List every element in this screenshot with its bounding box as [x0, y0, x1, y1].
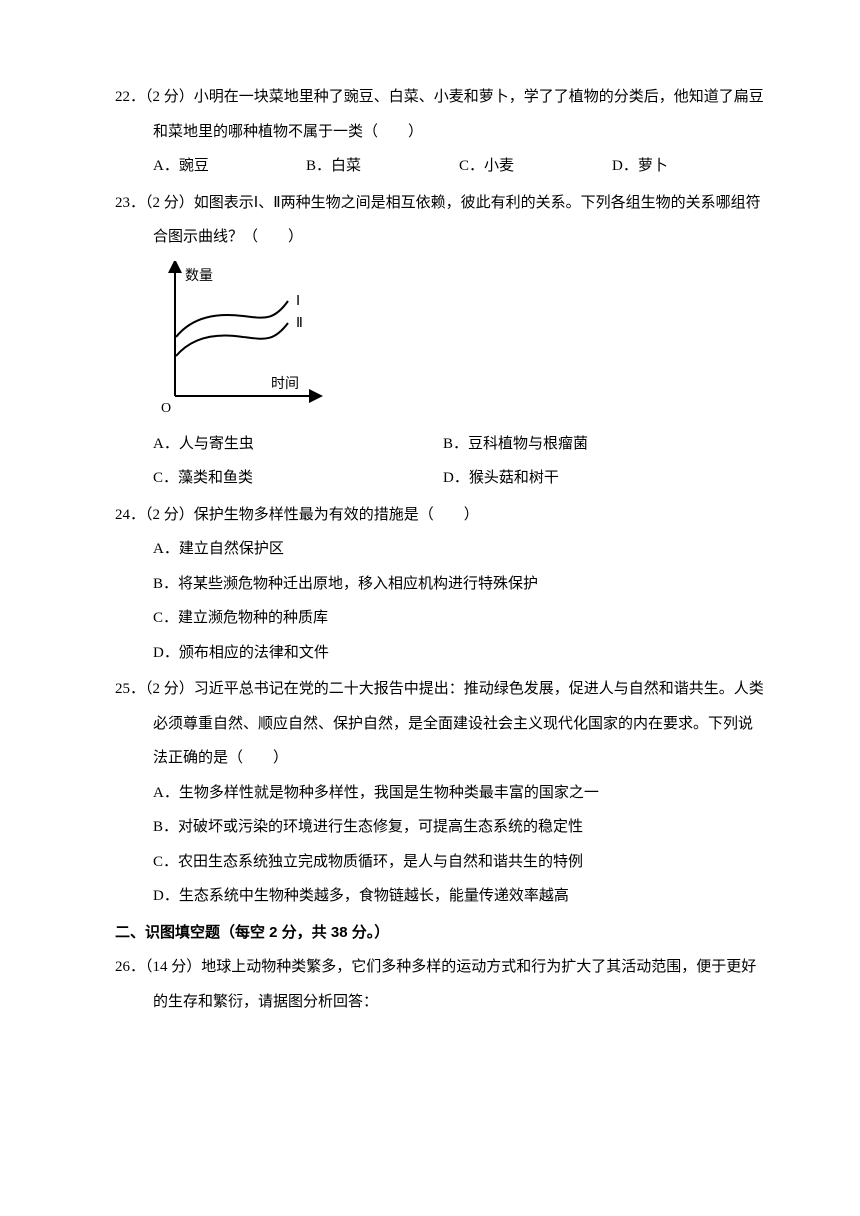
- question-23: 23．（2 分）如图表示Ⅰ、Ⅱ两种生物之间是相互依赖，彼此有利的关系。下列各组生…: [115, 186, 765, 496]
- question-number: 22: [115, 89, 130, 105]
- option-text: 小麦: [484, 158, 514, 174]
- option-text: 豆科植物与根瘤菌: [468, 436, 588, 452]
- options-row: A．人与寄生虫 B．豆科植物与根瘤菌: [115, 427, 765, 462]
- svg-text:数量: 数量: [185, 268, 213, 284]
- question-text: 如图表示Ⅰ、Ⅱ两种生物之间是相互依赖，彼此有利的关系。下列各组生物的关系哪组符合…: [153, 195, 761, 246]
- option-d: D．萝卜: [612, 149, 765, 184]
- option-text: 白菜: [331, 158, 361, 174]
- relation-graph: Ⅰ Ⅱ 数量时间 O: [153, 261, 328, 421]
- option-c: C．藻类和鱼类: [153, 461, 443, 496]
- options-row: A．豌豆 B．白菜 C．小麦 D．萝卜: [115, 149, 765, 184]
- question-text: 地球上动物种类繁多，它们多种多样的运动方式和行为扩大了其活动范围，便于更好的生存…: [153, 959, 756, 1010]
- option-text: 藻类和鱼类: [178, 470, 253, 486]
- option-b: B．将某些濒危物种迁出原地，移入相应机构进行特殊保护: [153, 567, 765, 602]
- question-number: 26: [115, 959, 130, 975]
- question-points: （2 分）: [145, 681, 194, 697]
- option-text: 将某些濒危物种迁出原地，移入相应机构进行特殊保护: [178, 576, 538, 592]
- question-points: （2 分）: [145, 507, 194, 523]
- option-text: 颁布相应的法律和文件: [179, 645, 329, 661]
- option-a: A．人与寄生虫: [153, 427, 443, 462]
- option-a: A．生物多样性就是物种多样性，我国是生物种类最丰富的国家之一: [153, 776, 765, 811]
- question-stem: 25．（2 分）习近平总书记在党的二十大报告中提出：推动绿色发展，促进人与自然和…: [115, 672, 765, 776]
- option-d: D．猴头菇和树干: [443, 461, 733, 496]
- option-b: B．豆科植物与根瘤菌: [443, 427, 733, 462]
- option-text: 建立濒危物种的种质库: [178, 610, 328, 626]
- svg-text:Ⅰ: Ⅰ: [296, 294, 300, 309]
- option-text: 生态系统中生物种类越多，食物链越长，能量传递效率越高: [179, 888, 569, 904]
- option-c: C．小麦: [459, 149, 612, 184]
- options-row: C．藻类和鱼类 D．猴头菇和树干: [115, 461, 765, 496]
- section-header: 二、识图填空题（每空 2 分，共 38 分。）: [115, 916, 765, 951]
- question-stem: 26．（14 分）地球上动物种类繁多，它们多种多样的运动方式和行为扩大了其活动范…: [115, 950, 765, 1019]
- option-text: 生物多样性就是物种多样性，我国是生物种类最丰富的国家之一: [179, 785, 599, 801]
- option-text: 建立自然保护区: [179, 541, 284, 557]
- option-a: A．建立自然保护区: [153, 532, 765, 567]
- option-d: D．生态系统中生物种类越多，食物链越长，能量传递效率越高: [153, 879, 765, 914]
- option-text: 农田生态系统独立完成物质循环，是人与自然和谐共生的特例: [178, 854, 583, 870]
- option-c: C．建立濒危物种的种质库: [153, 601, 765, 636]
- question-26: 26．（14 分）地球上动物种类繁多，它们多种多样的运动方式和行为扩大了其活动范…: [115, 950, 765, 1019]
- options-col: A．生物多样性就是物种多样性，我国是生物种类最丰富的国家之一 B．对破坏或污染的…: [115, 776, 765, 914]
- svg-text:时间: 时间: [271, 376, 299, 392]
- option-text: 对破坏或污染的环境进行生态修复，可提高生态系统的稳定性: [178, 819, 583, 835]
- question-number: 24: [115, 507, 130, 523]
- question-25: 25．（2 分）习近平总书记在党的二十大报告中提出：推动绿色发展，促进人与自然和…: [115, 672, 765, 914]
- option-text: 萝卜: [638, 158, 668, 174]
- option-text: 豌豆: [179, 158, 209, 174]
- question-text: 保护生物多样性最为有效的措施是（ ）: [194, 507, 479, 523]
- question-text: 小明在一块菜地里种了豌豆、白菜、小麦和萝卜，学了了植物的分类后，他知道了扁豆和菜…: [153, 89, 764, 140]
- question-text: 习近平总书记在党的二十大报告中提出：推动绿色发展，促进人与自然和谐共生。人类必须…: [153, 681, 764, 766]
- question-points: （14 分）: [145, 959, 201, 975]
- option-a: A．豌豆: [153, 149, 306, 184]
- question-number: 25: [115, 681, 130, 697]
- option-text: 人与寄生虫: [179, 436, 254, 452]
- option-c: C．农田生态系统独立完成物质循环，是人与自然和谐共生的特例: [153, 845, 765, 880]
- question-stem: 22．（2 分）小明在一块菜地里种了豌豆、白菜、小麦和萝卜，学了了植物的分类后，…: [115, 80, 765, 149]
- question-22: 22．（2 分）小明在一块菜地里种了豌豆、白菜、小麦和萝卜，学了了植物的分类后，…: [115, 80, 765, 184]
- question-points: （2 分）: [145, 89, 194, 105]
- question-24: 24．（2 分）保护生物多样性最为有效的措施是（ ） A．建立自然保护区 B．将…: [115, 498, 765, 671]
- question-number: 23: [115, 195, 130, 211]
- question-stem: 23．（2 分）如图表示Ⅰ、Ⅱ两种生物之间是相互依赖，彼此有利的关系。下列各组生…: [115, 186, 765, 255]
- option-d: D．颁布相应的法律和文件: [153, 636, 765, 671]
- svg-text:O: O: [161, 401, 171, 416]
- option-b: B．白菜: [306, 149, 459, 184]
- option-text: 猴头菇和树干: [469, 470, 559, 486]
- options-col: A．建立自然保护区 B．将某些濒危物种迁出原地，移入相应机构进行特殊保护 C．建…: [115, 532, 765, 670]
- question-points: （2 分）: [145, 195, 194, 211]
- option-b: B．对破坏或污染的环境进行生态修复，可提高生态系统的稳定性: [153, 810, 765, 845]
- graph-container: Ⅰ Ⅱ 数量时间 O: [115, 261, 765, 421]
- question-stem: 24．（2 分）保护生物多样性最为有效的措施是（ ）: [115, 498, 765, 533]
- svg-text:Ⅱ: Ⅱ: [296, 316, 303, 331]
